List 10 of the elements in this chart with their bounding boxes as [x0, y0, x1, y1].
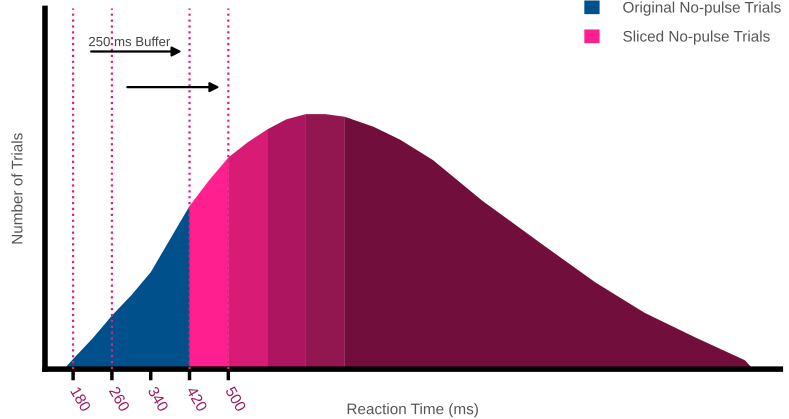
x-axis-title: Reaction Time (ms): [348, 403, 478, 418]
x-tick-label: 420: [186, 386, 208, 412]
y-axis-title: Number of Trials: [11, 133, 23, 244]
x-tick-label: 260: [108, 386, 130, 412]
x-tick-label: 500: [225, 386, 247, 412]
x-tick-label: 340: [147, 386, 169, 412]
legend-label: Original No-pulse Trials: [623, 1, 781, 16]
x-tick-label: 180: [70, 386, 92, 412]
legend-label: Sliced No-pulse Trials: [623, 30, 770, 45]
text: 250 ms Buffer: [89, 36, 170, 46]
